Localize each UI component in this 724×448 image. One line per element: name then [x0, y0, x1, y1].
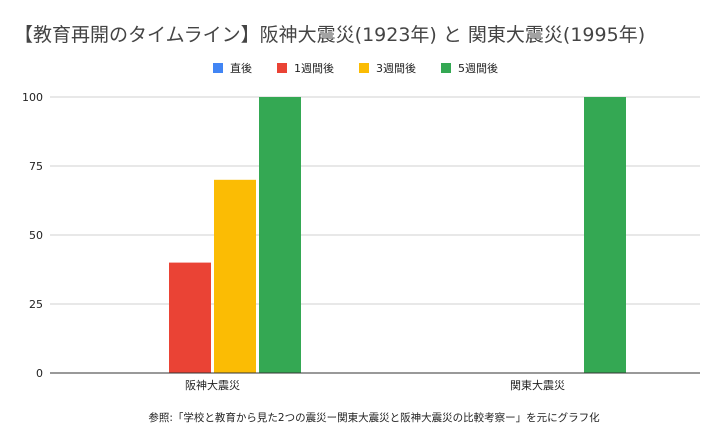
- x-axis-categories: 阪神大震災 関東大震災: [185, 378, 565, 392]
- legend-swatch: [359, 63, 369, 73]
- category-label: 阪神大震災: [185, 378, 240, 392]
- legend-label: 直後: [230, 61, 252, 75]
- legend-label: 1週間後: [294, 61, 334, 75]
- legend-label: 3週間後: [376, 61, 416, 75]
- bar: [259, 97, 301, 373]
- y-tick-label: 0: [36, 367, 43, 380]
- chart-title: 【教育再開のタイムライン】阪神大震災(1923年) と 関東大震災(1995年): [14, 24, 645, 46]
- y-tick-label: 100: [22, 91, 43, 104]
- bar: [169, 262, 211, 373]
- y-tick-label: 75: [29, 160, 43, 173]
- y-axis-ticks: 0 25 50 75 100: [22, 91, 43, 380]
- legend-swatch: [277, 63, 287, 73]
- bar: [584, 97, 626, 373]
- y-tick-label: 25: [29, 298, 43, 311]
- bars: [169, 97, 626, 373]
- legend-swatch: [213, 63, 223, 73]
- legend-swatch: [441, 63, 451, 73]
- y-tick-label: 50: [29, 229, 43, 242]
- legend: 直後 1週間後 3週間後 5週間後: [213, 61, 498, 75]
- source-note: 参照:「学校と教育から見た2つの震災ー関東大震災と阪神大震災の比較考察ー」を元に…: [148, 411, 600, 424]
- bar: [214, 179, 256, 373]
- category-label: 関東大震災: [510, 378, 565, 392]
- legend-label: 5週間後: [458, 61, 498, 75]
